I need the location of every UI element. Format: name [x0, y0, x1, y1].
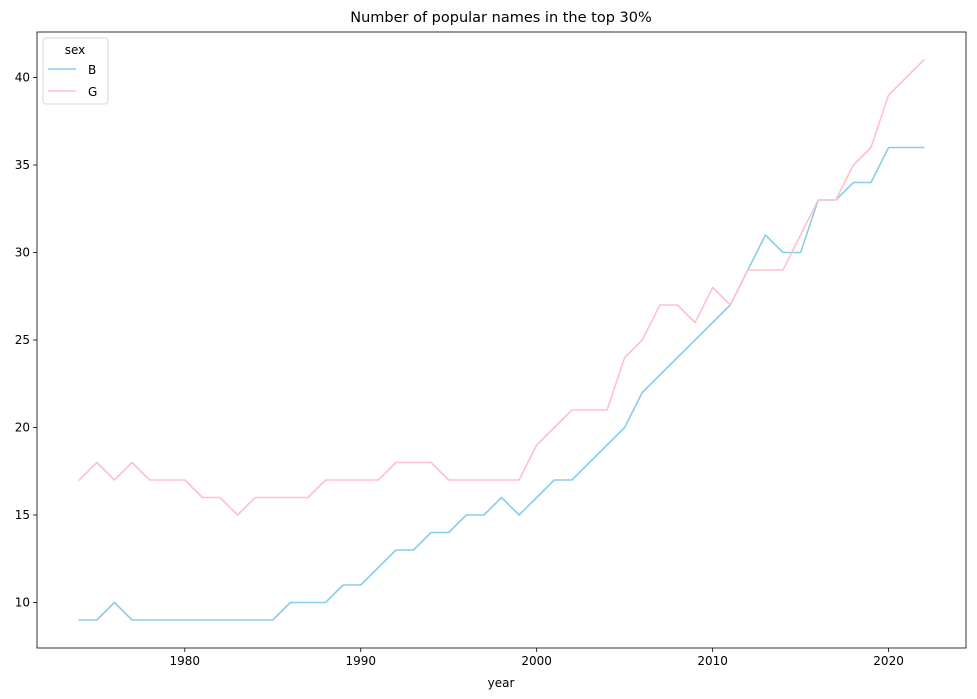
legend-box	[42, 37, 109, 105]
y-tick-label: 20	[15, 421, 30, 435]
x-tick-label: 2010	[697, 654, 728, 668]
x-tick-label: 1990	[345, 654, 376, 668]
series-line-g	[78, 59, 925, 516]
series-layer	[78, 59, 925, 621]
x-axis-ticks: 1980 1990 2000 2010 2020	[170, 648, 904, 668]
legend: sex B G	[42, 37, 109, 105]
legend-label-g: G	[88, 85, 97, 99]
y-tick-label: 35	[15, 158, 30, 172]
y-tick-label: 10	[15, 596, 30, 610]
x-axis-label: year	[488, 676, 515, 690]
y-axis-ticks: 10 15 20 25 30 35 40	[15, 71, 37, 610]
y-tick-label: 25	[15, 333, 30, 347]
x-tick-label: 2020	[873, 654, 904, 668]
plot-area	[36, 31, 967, 649]
legend-title: sex	[65, 43, 86, 57]
y-tick-label: 40	[15, 71, 30, 85]
legend-label-b: B	[88, 63, 96, 77]
y-tick-label: 15	[15, 508, 30, 522]
chart-title: Number of popular names in the top 30%	[350, 10, 652, 26]
x-tick-label: 1980	[170, 654, 201, 668]
x-tick-label: 2000	[521, 654, 552, 668]
y-tick-label: 30	[15, 246, 30, 260]
series-line-b	[78, 146, 925, 621]
